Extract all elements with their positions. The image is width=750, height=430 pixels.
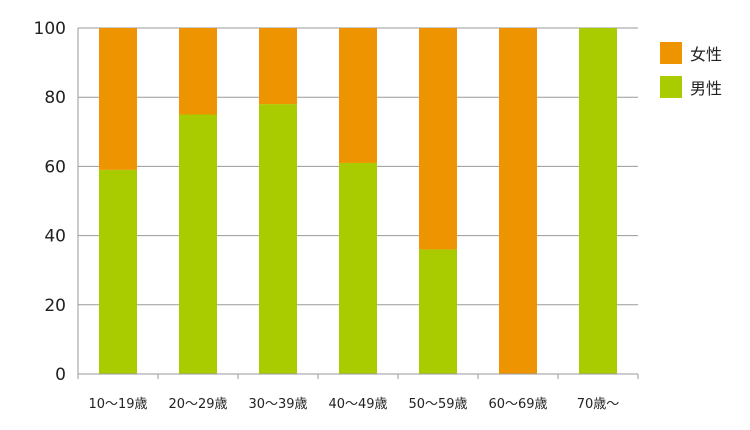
bar-segment-male xyxy=(259,104,297,375)
bar-segment-male xyxy=(99,169,137,374)
bar-segment-female xyxy=(499,28,537,374)
y-tick-label: 20 xyxy=(44,296,66,316)
y-tick-label: 100 xyxy=(34,19,66,39)
y-tick-labels: 0 20 40 60 80 100 xyxy=(34,19,66,385)
x-tick-label: 20～29歳 xyxy=(168,397,227,412)
x-tick-label: 70歳～ xyxy=(577,397,620,412)
y-tick-label: 80 xyxy=(44,88,66,108)
x-tick-label: 60～69歳 xyxy=(488,397,547,412)
legend-item-female: 女性 xyxy=(660,38,722,68)
x-tick-labels: 10～19歳 20～29歳 30～39歳 40～49歳 50～59歳 60～69歳 70歳～ xyxy=(88,397,619,412)
bar-segment-female xyxy=(179,28,217,115)
bar-segment-female xyxy=(99,28,137,170)
y-tick-label: 60 xyxy=(44,157,66,177)
x-tick-label: 30～39歳 xyxy=(248,397,307,412)
x-tick-label: 10～19歳 xyxy=(88,397,147,412)
x-tick-label: 40～49歳 xyxy=(328,397,387,412)
bars xyxy=(99,28,617,375)
x-tick-label: 50～59歳 xyxy=(408,397,467,412)
bar-segment-male xyxy=(339,162,377,374)
legend-label-male: 男性 xyxy=(690,79,723,98)
axes xyxy=(77,28,639,379)
y-tick-label: 0 xyxy=(55,365,66,385)
bar-segment-male xyxy=(179,114,217,374)
legend: 女性 男性 xyxy=(660,38,722,106)
y-tick-label: 40 xyxy=(44,227,66,247)
legend-swatch-male xyxy=(660,76,682,98)
bar-segment-male xyxy=(419,249,457,374)
legend-label-female: 女性 xyxy=(690,45,723,64)
bar-segment-female xyxy=(339,28,377,163)
bar-segment-male xyxy=(579,28,617,374)
legend-item-male: 男性 xyxy=(660,72,722,102)
bar-segment-female xyxy=(259,28,297,105)
bar-segment-female xyxy=(419,28,457,250)
legend-swatch-female xyxy=(660,42,682,64)
